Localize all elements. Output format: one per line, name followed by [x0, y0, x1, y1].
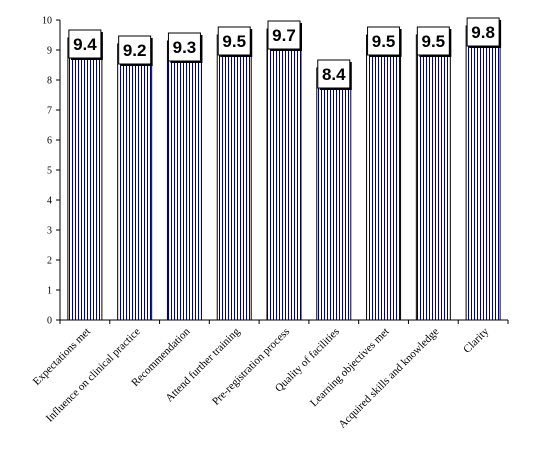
data-label: 9.5	[422, 32, 446, 51]
bar	[465, 25, 501, 321]
y-tick-label: 3	[47, 226, 52, 237]
data-label: 8.4	[322, 65, 346, 84]
y-tick-label: 5	[47, 166, 52, 177]
bar	[216, 34, 252, 321]
data-label-box	[416, 26, 450, 56]
data-label-box	[317, 59, 351, 89]
y-tick-label: 1	[47, 286, 52, 297]
y-tick-label: 4	[47, 196, 52, 207]
data-labels: 9.4 9.2 9.3 9.5 9.7 8.4 9.5 9.5 9.8	[68, 17, 502, 90]
bar	[316, 67, 352, 321]
data-label: 9.5	[222, 32, 246, 51]
y-tick-label: 6	[47, 136, 52, 147]
bar	[67, 37, 103, 321]
bar	[266, 28, 302, 321]
y-tick-label: 8	[47, 76, 52, 87]
data-label-box	[267, 20, 301, 50]
bar	[366, 34, 402, 321]
data-label: 9.7	[272, 26, 296, 45]
data-label: 9.8	[471, 23, 495, 42]
y-tick-label: 10	[42, 16, 52, 27]
data-label: 9.5	[372, 32, 396, 51]
data-label-box	[167, 32, 201, 62]
data-label: 9.3	[173, 38, 197, 57]
bar	[415, 34, 451, 321]
data-label: 9.4	[73, 35, 97, 54]
data-label-box	[466, 17, 500, 47]
bar	[166, 40, 202, 321]
category-label: Influence on clinical practice	[44, 326, 143, 425]
category-label: Acquired skills and knowledge	[336, 326, 441, 431]
category-label: Clarity	[461, 325, 491, 355]
data-label-box	[367, 26, 401, 56]
y-tick-label: 9	[47, 46, 52, 57]
bar	[117, 43, 153, 321]
data-label-box	[118, 35, 152, 65]
y-tick-label: 7	[47, 106, 52, 117]
y-tick-label: 0	[47, 316, 52, 327]
data-label-box	[217, 26, 251, 56]
data-label: 9.2	[123, 41, 147, 60]
y-tick-label: 2	[47, 256, 52, 267]
data-label-box	[68, 29, 102, 59]
bars	[67, 25, 501, 321]
